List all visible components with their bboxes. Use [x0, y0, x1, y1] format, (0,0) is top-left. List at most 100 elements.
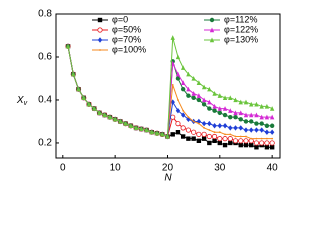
marker [243, 142, 249, 148]
marker [254, 121, 259, 126]
marker [254, 112, 259, 118]
marker [238, 110, 243, 116]
legend-label: φ=130% [224, 34, 258, 44]
marker [209, 27, 215, 33]
series-line [67, 37, 273, 138]
marker [264, 123, 270, 128]
marker [139, 126, 144, 132]
marker [118, 118, 123, 124]
x-axis-label: N [164, 173, 172, 184]
legend: φ=0φ=50%φ=70%φ=100% φ=112%φ=122%φ=130% [92, 14, 258, 54]
marker [222, 136, 228, 142]
marker [102, 112, 107, 118]
marker [238, 99, 243, 105]
marker [239, 135, 242, 138]
marker [243, 127, 249, 133]
marker [187, 116, 190, 119]
marker [191, 95, 196, 101]
marker [213, 131, 216, 134]
marker [228, 125, 233, 131]
marker [217, 123, 223, 129]
marker [259, 114, 264, 120]
marker [234, 135, 237, 138]
marker [212, 138, 217, 144]
marker [269, 123, 275, 128]
marker [65, 43, 71, 49]
marker [128, 123, 134, 128]
legend-label: φ=0 [112, 14, 128, 24]
marker [259, 127, 264, 133]
marker [249, 101, 254, 107]
y-tick-label: 0.8 [38, 9, 52, 20]
legend-label: φ=50% [112, 24, 141, 34]
marker [170, 132, 175, 137]
marker [264, 114, 270, 120]
marker [191, 91, 196, 96]
x-tick-label: 30 [214, 163, 226, 174]
marker [196, 93, 202, 98]
marker [207, 120, 212, 127]
marker [228, 140, 233, 146]
x-tick-label: 40 [267, 163, 279, 174]
marker [212, 91, 217, 96]
marker [175, 76, 181, 81]
marker [171, 84, 174, 86]
marker [259, 103, 264, 109]
marker [144, 127, 149, 133]
marker [191, 75, 196, 81]
legend-label: φ=100% [112, 44, 146, 54]
marker [253, 140, 260, 146]
marker [149, 129, 154, 135]
marker [222, 106, 228, 111]
marker [97, 17, 103, 23]
marker [203, 127, 206, 129]
marker [207, 86, 212, 92]
marker [175, 108, 181, 114]
marker [107, 114, 113, 120]
marker [238, 117, 243, 122]
y-tick-label: 0.4 [38, 95, 52, 106]
marker [243, 119, 249, 124]
marker [196, 131, 202, 137]
marker [217, 110, 223, 116]
marker [186, 71, 191, 77]
marker [264, 145, 270, 150]
marker [233, 110, 238, 116]
marker [238, 138, 244, 144]
marker [177, 99, 179, 101]
marker [191, 136, 196, 141]
marker [254, 127, 259, 133]
marker [250, 137, 253, 140]
marker [229, 133, 232, 136]
marker [97, 27, 103, 33]
marker [218, 131, 221, 134]
marker [207, 99, 212, 105]
marker [201, 102, 207, 107]
marker [269, 114, 275, 120]
marker [71, 71, 76, 77]
marker [209, 37, 215, 43]
marker [196, 118, 202, 125]
marker [217, 136, 223, 142]
marker [271, 137, 274, 140]
y-axis-label-sub: v [24, 100, 28, 107]
marker [206, 133, 212, 140]
legend-label: φ=70% [112, 34, 141, 44]
x-tick-label: 20 [162, 163, 174, 174]
marker [175, 71, 181, 77]
marker [180, 125, 186, 131]
marker [224, 133, 226, 136]
marker [254, 145, 259, 150]
marker [269, 145, 275, 150]
chart: N Xv 0.20.40.60.80 10 20 30 40φ=0φ=50%φ=70%φ… [16, 9, 281, 184]
marker [81, 95, 86, 101]
marker [196, 138, 202, 144]
marker [222, 142, 228, 148]
marker [269, 129, 275, 135]
marker [243, 138, 249, 144]
marker [228, 114, 233, 120]
marker [249, 119, 254, 124]
y-tick-label: 0.2 [38, 138, 52, 149]
marker [170, 99, 175, 105]
marker [243, 99, 249, 105]
